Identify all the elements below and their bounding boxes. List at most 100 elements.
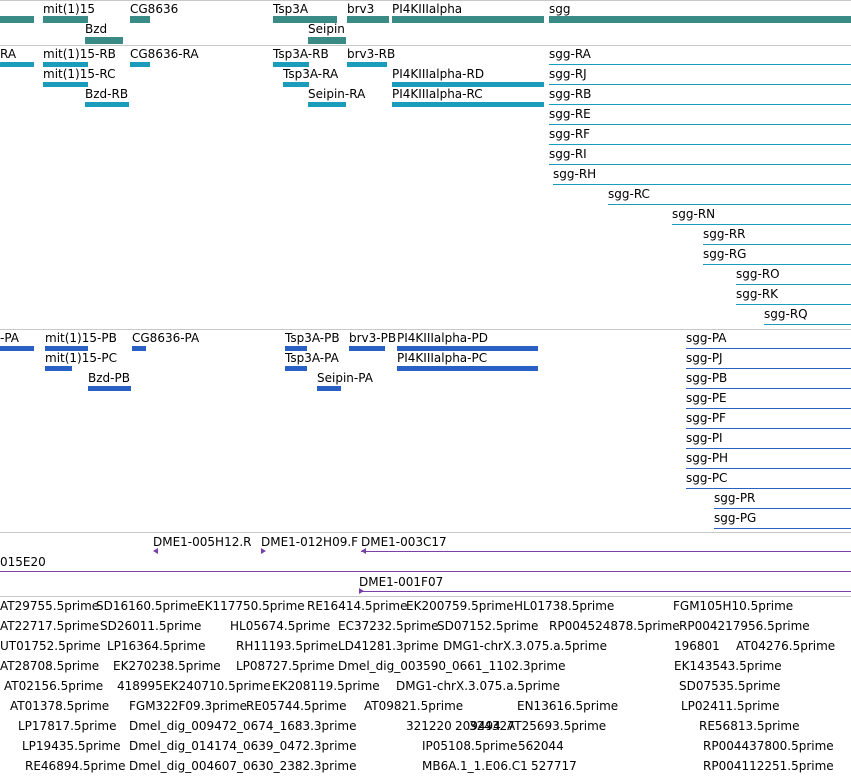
clone-label[interactable]: 015E20 bbox=[0, 555, 46, 569]
protein-label[interactable]: sgg-PH bbox=[686, 451, 729, 465]
est-label[interactable]: EK200759.5prime bbox=[406, 599, 514, 613]
transcript-feature[interactable] bbox=[283, 82, 309, 87]
protein-feature[interactable] bbox=[0, 346, 34, 351]
est-label[interactable]: RP004437800.5prime bbox=[703, 739, 834, 753]
protein-label[interactable]: Tsp3A-PA bbox=[285, 351, 339, 365]
est-label[interactable]: 562044 bbox=[518, 739, 564, 753]
protein-feature[interactable] bbox=[317, 386, 341, 391]
est-label[interactable]: AT28708.5prime bbox=[0, 659, 100, 673]
transcript-label[interactable]: sgg-RR bbox=[703, 227, 746, 241]
est-label[interactable]: 209494 bbox=[455, 719, 501, 733]
protein-label[interactable]: Bzd-PB bbox=[88, 371, 130, 385]
transcript-line[interactable] bbox=[549, 164, 851, 165]
transcript-label[interactable]: sgg-RQ bbox=[764, 307, 808, 321]
transcript-line[interactable] bbox=[553, 184, 851, 185]
protein-label[interactable]: sgg-PB bbox=[686, 371, 728, 385]
transcript-line[interactable] bbox=[549, 64, 851, 65]
transcript-label[interactable]: sgg-RE bbox=[549, 107, 591, 121]
est-label[interactable]: RP004217956.5prime bbox=[679, 619, 810, 633]
est-label[interactable]: 418995 bbox=[117, 679, 163, 693]
est-label[interactable]: AT01378.5prime bbox=[10, 699, 110, 713]
est-label[interactable]: Dmel_dig_014174_0639_0472.3prime bbox=[129, 739, 357, 753]
protein-label[interactable]: Seipin-PA bbox=[317, 371, 373, 385]
est-label[interactable]: MB6A.1_1.E06.C1 bbox=[422, 759, 528, 773]
gene-label[interactable]: brv3 bbox=[347, 2, 375, 16]
protein-label[interactable]: mit(1)15-PC bbox=[45, 351, 117, 365]
gene-label[interactable]: mit(1)15 bbox=[43, 2, 95, 16]
protein-label[interactable]: CG8636-PA bbox=[132, 331, 200, 345]
transcript-line[interactable] bbox=[672, 224, 851, 225]
protein-line[interactable] bbox=[686, 368, 851, 369]
transcript-label[interactable]: Seipin-RA bbox=[308, 87, 366, 101]
est-label[interactable]: AT29755.5prime bbox=[0, 599, 100, 613]
protein-label[interactable]: sgg-PI bbox=[686, 431, 723, 445]
transcript-label[interactable]: PI4KIIIalpha-RD bbox=[392, 67, 485, 81]
est-label[interactable]: LP02411.5prime bbox=[681, 699, 780, 713]
clone-line[interactable] bbox=[359, 591, 851, 592]
transcript-label[interactable]: sgg-RA bbox=[549, 47, 591, 61]
est-label[interactable]: EK240710.5prime bbox=[163, 679, 271, 693]
protein-feature[interactable] bbox=[45, 366, 72, 371]
protein-feature[interactable] bbox=[285, 346, 307, 351]
transcript-line[interactable] bbox=[736, 284, 851, 285]
gene-label[interactable]: Tsp3A bbox=[273, 2, 309, 16]
clone-line[interactable] bbox=[0, 571, 851, 572]
protein-label[interactable]: sgg-PE bbox=[686, 391, 727, 405]
protein-line[interactable] bbox=[686, 408, 851, 409]
est-label[interactable]: RE05744.5prime bbox=[246, 699, 347, 713]
transcript-label[interactable]: Bzd-RB bbox=[85, 87, 129, 101]
transcript-line[interactable] bbox=[549, 144, 851, 145]
gene-feature[interactable] bbox=[85, 37, 123, 44]
transcript-feature[interactable] bbox=[392, 82, 544, 87]
transcript-label[interactable]: sgg-RB bbox=[549, 87, 592, 101]
est-label[interactable]: SD07152.5prime bbox=[437, 619, 539, 633]
protein-label[interactable]: sgg-PF bbox=[686, 411, 726, 425]
est-label[interactable]: AT25693.5prime bbox=[507, 719, 607, 733]
est-label[interactable]: AT09821.5prime bbox=[364, 699, 464, 713]
gene-label[interactable]: Seipin bbox=[308, 22, 345, 36]
transcript-label[interactable]: Tsp3A-RB bbox=[273, 47, 329, 61]
clone-end-marker[interactable] bbox=[359, 588, 364, 594]
protein-label[interactable]: PI4KIIIalpha-PD bbox=[397, 331, 488, 345]
protein-line[interactable] bbox=[714, 528, 851, 529]
est-label[interactable]: FGM322F09.3prime bbox=[129, 699, 248, 713]
clone-end-marker[interactable] bbox=[153, 548, 158, 554]
est-label[interactable]: SD26011.5prime bbox=[100, 619, 202, 633]
est-label[interactable]: DMG1-chrX.3.075.a.5prime bbox=[396, 679, 560, 693]
est-label[interactable]: AT22717.5prime bbox=[0, 619, 100, 633]
est-label[interactable]: LP16364.5prime bbox=[107, 639, 206, 653]
est-label[interactable]: SD16160.5prime bbox=[96, 599, 198, 613]
est-label[interactable]: SD07535.5prime bbox=[679, 679, 781, 693]
protein-line[interactable] bbox=[686, 348, 851, 349]
gene-feature[interactable] bbox=[549, 16, 851, 23]
protein-line[interactable] bbox=[686, 388, 851, 389]
transcript-label[interactable]: sgg-RK bbox=[736, 287, 779, 301]
transcript-label[interactable]: Tsp3A-RA bbox=[283, 67, 339, 81]
gene-label[interactable]: CG8636 bbox=[130, 2, 179, 16]
est-label[interactable]: LP17817.5prime bbox=[18, 719, 117, 733]
transcript-feature[interactable] bbox=[308, 102, 346, 107]
transcript-feature[interactable] bbox=[43, 62, 88, 67]
protein-label[interactable]: sgg-PR bbox=[714, 491, 756, 505]
transcript-line[interactable] bbox=[736, 304, 851, 305]
est-label[interactable]: DMG1-chrX.3.075.a.5prime bbox=[443, 639, 607, 653]
est-label[interactable]: EK143543.5prime bbox=[674, 659, 782, 673]
transcript-label[interactable]: CG8636-RA bbox=[130, 47, 199, 61]
transcript-line[interactable] bbox=[703, 264, 851, 265]
clone-label[interactable]: DME1-001F07 bbox=[359, 575, 444, 589]
transcript-label[interactable]: sgg-RH bbox=[553, 167, 597, 181]
gene-feature[interactable] bbox=[273, 16, 337, 23]
clone-end-marker[interactable] bbox=[361, 548, 366, 554]
gene-label[interactable]: Bzd bbox=[85, 22, 108, 36]
est-label[interactable]: 527717 bbox=[531, 759, 577, 773]
transcript-line[interactable] bbox=[549, 84, 851, 85]
transcript-label[interactable]: mit(1)15-RC bbox=[43, 67, 116, 81]
transcript-line[interactable] bbox=[764, 324, 851, 325]
protein-feature[interactable] bbox=[397, 366, 538, 371]
est-label[interactable]: HL01738.5prime bbox=[514, 599, 615, 613]
clone-label[interactable]: DME1-012H09.F bbox=[261, 535, 359, 549]
protein-line[interactable] bbox=[686, 428, 851, 429]
gene-feature[interactable] bbox=[43, 16, 88, 23]
gene-feature[interactable] bbox=[130, 16, 150, 23]
transcript-label[interactable]: mit(1)15-RB bbox=[43, 47, 116, 61]
